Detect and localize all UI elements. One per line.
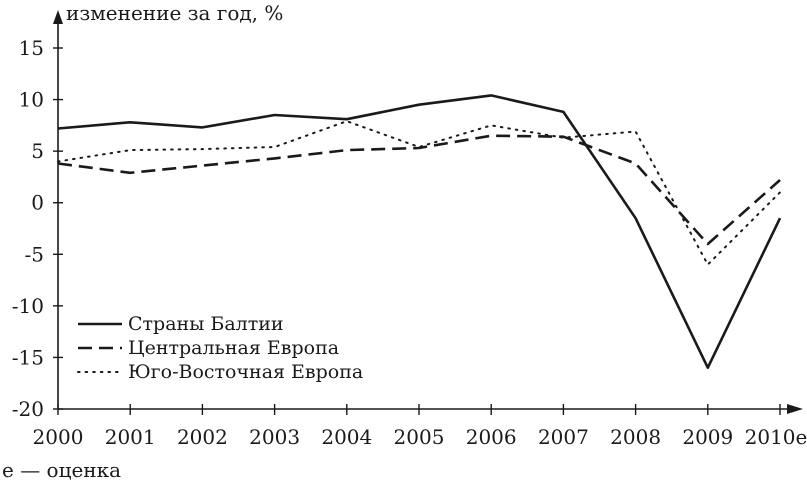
series-line: [57, 134, 781, 246]
x-tick-label: 2001: [105, 425, 156, 449]
y-tick-label: -15: [12, 345, 44, 369]
x-tick-label: 2007: [538, 425, 589, 449]
x-tick-label: 2008: [610, 425, 661, 449]
legend-label: Центральная Европа: [128, 337, 339, 359]
x-tick-label: 2002: [177, 425, 228, 449]
y-tick-label: -20: [12, 397, 44, 421]
series-line: [57, 94, 782, 370]
y-tick-label: -10: [12, 294, 44, 318]
series-line: [57, 120, 781, 266]
chart-series: [57, 94, 782, 370]
y-tick-label: 5: [31, 139, 44, 163]
x-axis-ticks: 2000 2001 2002 2003 2004 2005 2006 2007 2008 2009…: [33, 404, 807, 449]
y-axis-ticks: 15 10 5 0 -5 -10 -15 -20: [12, 36, 63, 421]
x-tick-label: 2003: [249, 425, 300, 449]
y-axis-arrow: [53, 10, 63, 24]
y-axis-label: изменение за год, %: [66, 1, 283, 25]
y-tick-label: 10: [19, 88, 44, 112]
legend-label: Юго-Восточная Европа: [128, 361, 363, 383]
x-axis-arrow: [787, 404, 803, 414]
x-tick-label: 2006: [466, 425, 517, 449]
legend-label: Страны Балтии: [128, 313, 284, 335]
x-tick-label: 2005: [394, 425, 445, 449]
x-tick-label: 2004: [321, 425, 372, 449]
y-tick-label: -5: [25, 242, 44, 266]
x-tick-label: 2000: [33, 425, 84, 449]
y-tick-label: 15: [19, 36, 44, 60]
x-tick-label: 2010e: [745, 425, 807, 449]
estimate-footnote: e — оценка: [2, 458, 121, 482]
chart-axes: [53, 10, 803, 414]
y-tick-label: 0: [31, 191, 44, 215]
x-tick-label: 2009: [682, 425, 733, 449]
